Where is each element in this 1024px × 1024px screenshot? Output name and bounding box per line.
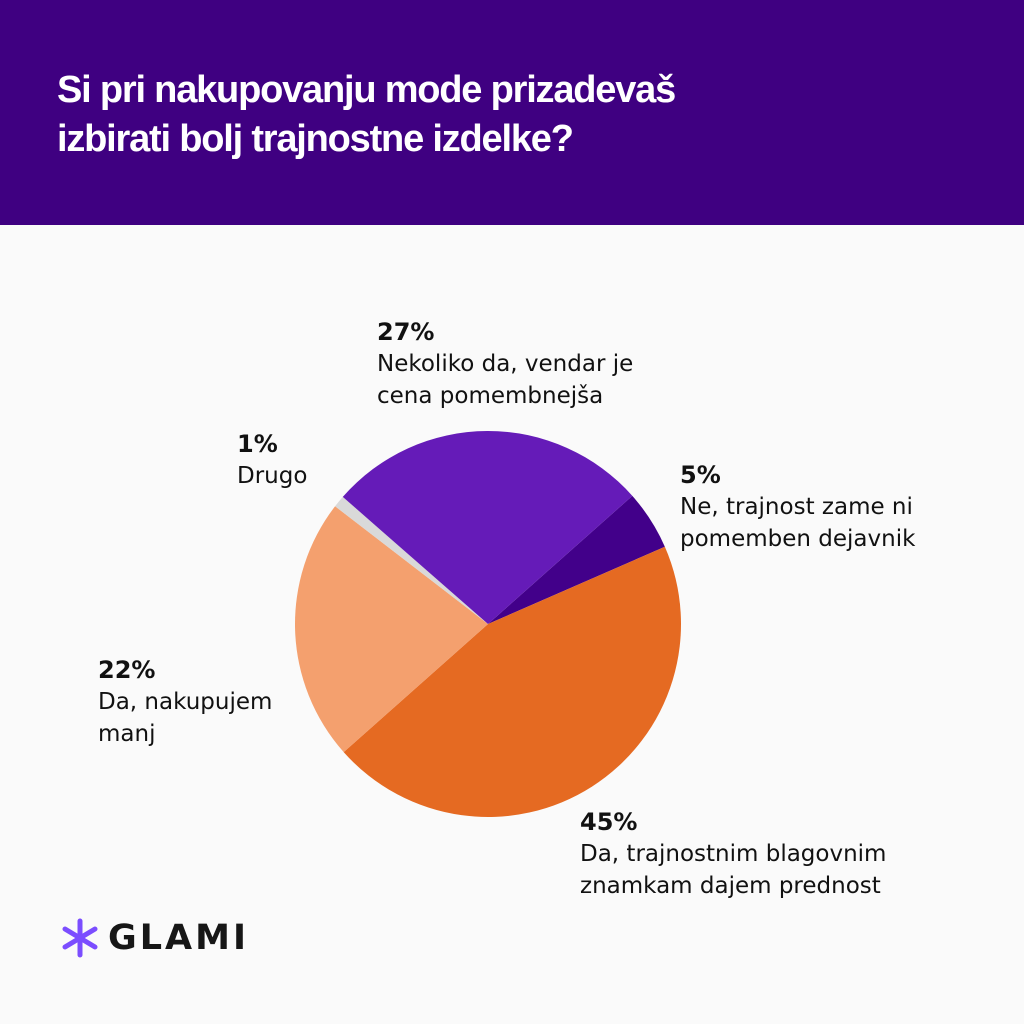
asterisk-icon <box>62 918 98 958</box>
pie-slice-45 <box>343 546 681 817</box>
data-label-text: Da, trajnostnim blagovnim <box>580 841 887 867</box>
glami-logo: GLAMI <box>62 918 249 958</box>
data-label-pct: 1% <box>237 430 278 458</box>
data-label-text: Nekoliko da, vendar je <box>377 351 634 377</box>
title-line-2: izbirati bolj trajnostne izdelke? <box>57 118 574 160</box>
label-slice-27: 27% Nekoliko da, vendar je cena pomembne… <box>377 316 633 412</box>
data-label-pct: 5% <box>680 461 721 489</box>
header-banner: Si pri nakupovanju mode prizadevaš izbir… <box>0 0 1024 225</box>
data-label-text: cena pomembnejša <box>377 383 604 409</box>
data-label-text: Ne, trajnost zame ni <box>680 494 913 520</box>
data-label-text: pomemben dejavnik <box>680 526 916 552</box>
data-label-pct: 27% <box>377 318 435 346</box>
data-label-pct: 45% <box>580 808 638 836</box>
pie-slice-27 <box>342 431 633 624</box>
pie-slice-5 <box>488 495 665 624</box>
label-slice-22: 22% Da, nakupujem manj <box>98 654 272 750</box>
label-slice-1: 1% Drugo <box>237 428 307 492</box>
data-label-text: Da, nakupujem <box>98 689 273 715</box>
pie-slice-22 <box>294 506 488 753</box>
chart-title: Si pri nakupovanju mode prizadevaš izbir… <box>57 66 676 164</box>
data-label-text: manj <box>98 721 156 747</box>
data-label-pct: 22% <box>98 656 156 684</box>
data-label-text: Drugo <box>237 463 308 489</box>
label-slice-5: 5% Ne, trajnost zame ni pomemben dejavni… <box>680 459 915 555</box>
title-line-1: Si pri nakupovanju mode prizadevaš <box>57 69 676 111</box>
logo-text: GLAMI <box>108 918 249 958</box>
pie-slice-1 <box>335 496 488 624</box>
label-slice-45: 45% Da, trajnostnim blagovnim znamkam da… <box>580 806 886 902</box>
data-label-text: znamkam dajem prednost <box>580 873 881 899</box>
